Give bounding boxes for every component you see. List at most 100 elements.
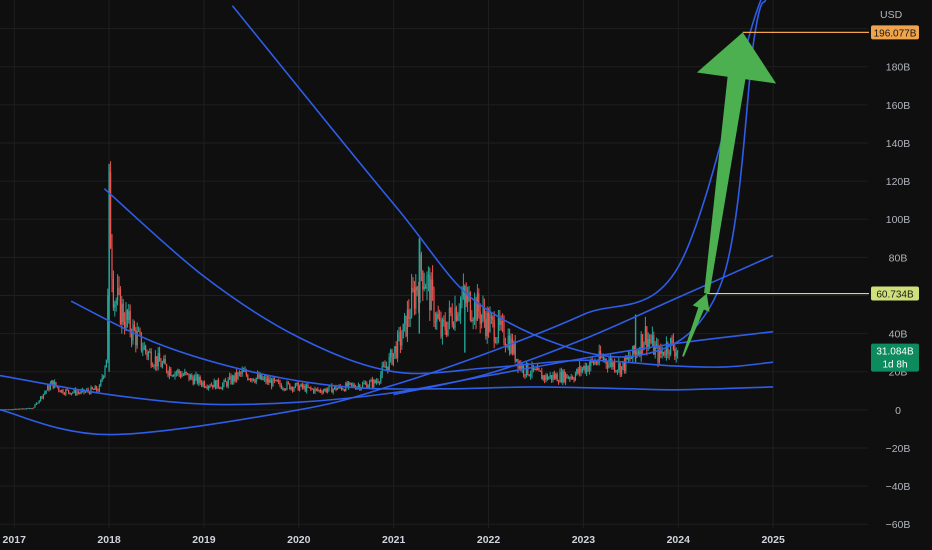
candle-body [52,380,54,388]
candle-body [332,388,334,393]
candle-body [209,385,211,387]
candle-body [369,381,371,387]
candle-body [202,381,204,386]
candle-body [349,382,351,384]
candle-body [644,326,646,343]
candle-body [474,299,476,320]
candle-body [236,372,238,380]
candle-body [247,375,249,380]
candle-body [173,375,175,377]
candle-body [49,383,51,390]
candle-body [660,349,662,354]
candle-body [230,376,232,384]
candle-body [467,294,469,303]
candle-body [411,287,413,318]
candle-body [156,356,158,367]
grid-lines [0,0,868,528]
candle-body [170,368,172,376]
candle-body [447,321,449,336]
candle-body [671,338,673,340]
candle-body [650,340,652,343]
candle-body [632,345,634,359]
candle-body [283,388,285,390]
candle-body [98,385,100,392]
candle-body [436,314,438,322]
candle-body [415,287,417,309]
candle-body [539,370,541,372]
candle-body [159,353,161,362]
candle-body [523,365,525,375]
candle-body [521,365,523,370]
x-tick-label: 2017 [3,534,27,546]
candle-body [556,374,558,382]
candle-body [26,408,28,410]
candle-body [535,368,537,371]
candle-body [126,310,128,321]
candle-body [534,368,536,370]
candle-body [460,298,462,314]
candle-body [128,311,130,321]
candle-body [446,330,448,336]
candle-body [213,380,215,388]
candle-body [231,376,233,384]
y-axis[interactable]: USD 200B180B160B140B120B100B80B60B40B20B… [880,9,910,531]
candle-body [265,377,267,383]
candle-body [286,382,288,389]
candle-body [20,408,22,410]
candle-body [27,407,29,409]
candle-body [226,381,228,387]
candle-body [604,359,606,361]
candle-body [224,380,226,382]
candle-body [357,385,359,387]
candle-body [233,376,235,382]
candle-body [614,362,616,372]
candle-body [294,383,296,388]
candle-body [398,331,400,334]
candle-body [84,391,86,393]
candle-body [97,390,99,392]
candle-body [139,330,141,333]
candle-body [404,315,406,324]
candle-body [56,386,58,388]
candle-body [668,352,670,355]
candle-body [269,380,271,383]
candle-body [674,349,676,357]
candle-body [450,307,452,314]
candle-body [387,366,389,371]
trend-curve [0,330,774,406]
candle-body [560,372,562,383]
candle-body [416,287,418,291]
candle-body [423,286,425,290]
candle-body [406,309,408,336]
candle-body [255,377,257,383]
y-tick-label: 80B [889,252,908,264]
candle-body [461,296,463,299]
candle-body [342,389,344,391]
candle-body [72,392,74,394]
candle-body [584,365,586,373]
candle-body [276,379,278,382]
candle-body [434,321,436,323]
candle-body [598,351,600,363]
candle-body [510,338,512,354]
price-tag [871,286,919,301]
candle-body [366,383,368,389]
candle-body [203,381,205,388]
forecast-arrow [682,293,710,357]
last-price-countdown: 1d 8h [882,360,907,371]
candle-body [208,385,210,389]
x-axis[interactable]: 2017 2018 2019 2020 2021 2022 2023 2024 2025 [3,534,785,546]
candle-body [675,352,677,357]
candle-body [258,374,260,379]
candle-body [430,279,432,311]
candle-body [68,389,70,393]
candle-body [530,374,532,376]
x-tick-label: 2020 [287,534,311,546]
candle-body [216,379,218,389]
candle-body [503,322,505,344]
candle-body [245,370,247,376]
candle-body [394,346,396,354]
candle-body [164,359,166,365]
candle-body [135,330,137,346]
